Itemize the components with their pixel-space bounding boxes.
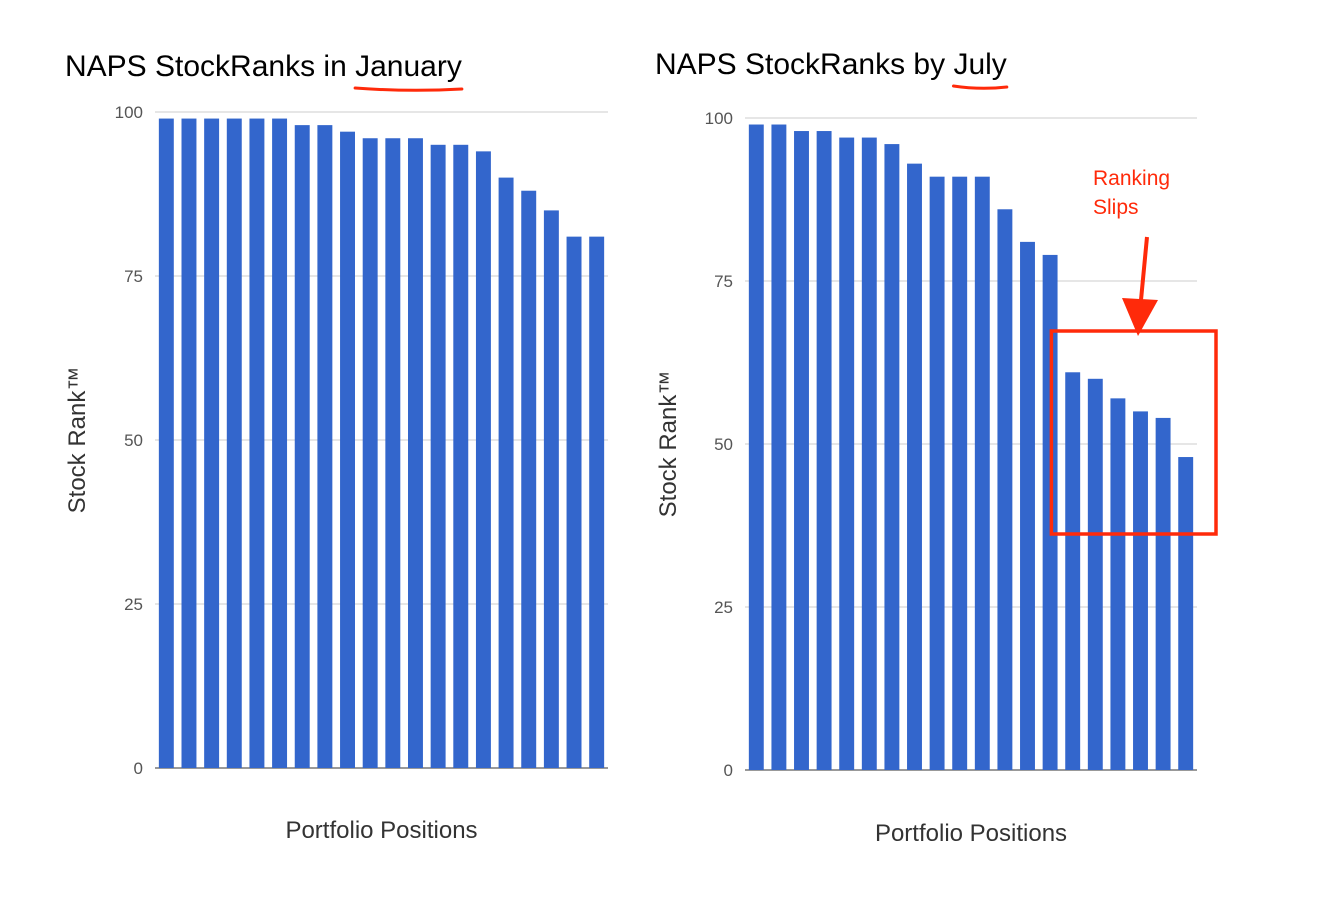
bar: [453, 144, 469, 769]
bar: [317, 125, 333, 769]
bar: [974, 176, 990, 770]
y-tick-label: 100: [705, 109, 733, 128]
bar: [181, 118, 197, 768]
y-axis-label: Stock Rank™: [64, 367, 91, 514]
bar: [1110, 398, 1126, 770]
bar: [748, 124, 764, 770]
annotation-arrow: [1139, 236, 1149, 301]
title-prefix: NAPS StockRanks by: [655, 48, 953, 81]
bar: [521, 190, 537, 769]
annotation-text: Ranking: [1093, 167, 1170, 190]
bar: [158, 118, 174, 768]
bar: [816, 131, 832, 771]
chart-1: 0 25 50 75 100 NAPS StockRanks in January Port…: [64, 50, 608, 844]
bar: [566, 236, 582, 768]
bar: [907, 163, 922, 770]
bar: [1065, 372, 1081, 770]
bar: [1020, 241, 1035, 770]
bar: [430, 144, 446, 769]
bar: [408, 138, 423, 769]
bar: [839, 137, 855, 770]
highlight-box: [1049, 329, 1218, 536]
annotation-text: Slips: [1093, 196, 1139, 219]
x-axis-label: Portfolio Positions: [285, 817, 477, 844]
bar: [929, 176, 945, 770]
y-tick-label: 75: [714, 272, 733, 291]
y-tick-label: 50: [124, 431, 143, 450]
title-emphasis: January: [355, 50, 462, 83]
bar: [952, 176, 968, 770]
bar: [498, 177, 514, 769]
title-underline: [353, 86, 464, 92]
bar: [884, 144, 900, 770]
bar: [340, 131, 355, 768]
chart-title: NAPS StockRanks in January: [65, 50, 462, 83]
y-tick-label: 0: [724, 761, 733, 780]
bar: [385, 138, 401, 769]
chart-2: 0 25 50 75 100 NAPS StockRanks by July Portfol…: [655, 48, 1218, 847]
bar: [1178, 457, 1194, 770]
y-tick-label: 100: [115, 103, 143, 122]
bar: [1133, 411, 1148, 770]
y-tick-label: 75: [124, 267, 143, 286]
bar: [543, 210, 559, 768]
bar: [861, 137, 877, 770]
bar: [1155, 417, 1171, 770]
bar: [771, 124, 787, 770]
y-tick-label: 25: [714, 598, 733, 617]
bar: [589, 236, 605, 768]
bar: [1087, 378, 1103, 770]
bar: [226, 118, 242, 768]
x-axis-label: Portfolio Positions: [875, 820, 1067, 847]
title-prefix: NAPS StockRanks in: [65, 50, 355, 83]
bar: [272, 118, 288, 768]
bar: [794, 131, 809, 771]
bar: [249, 118, 265, 768]
y-axis-label: Stock Rank™: [655, 371, 682, 518]
title-emphasis: July: [953, 48, 1006, 81]
arrow-head-icon: [1122, 298, 1158, 336]
bar: [204, 118, 220, 768]
y-tick-label: 25: [124, 595, 143, 614]
title-underline: [951, 84, 1009, 90]
bar: [997, 209, 1013, 770]
y-tick-label: 0: [134, 759, 143, 778]
bar: [294, 125, 310, 769]
y-tick-label: 50: [714, 435, 733, 454]
bar: [475, 151, 491, 769]
bar: [362, 138, 378, 769]
chart-title: NAPS StockRanks by July: [655, 48, 1007, 81]
